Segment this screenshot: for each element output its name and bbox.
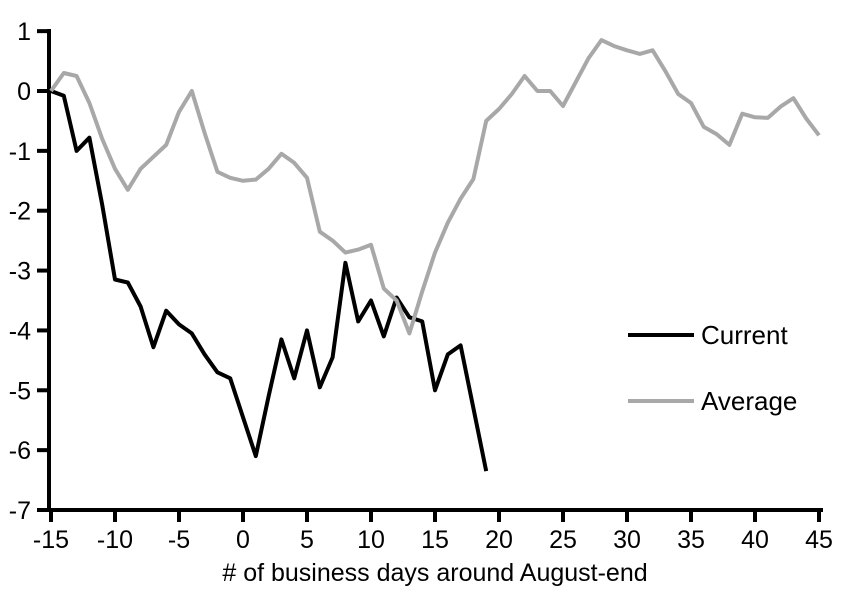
legend-item-average: Average bbox=[628, 386, 797, 416]
x-tick-label: 35 bbox=[677, 526, 705, 554]
x-tick-label: 10 bbox=[357, 526, 385, 554]
legend-item-current: Current bbox=[628, 320, 788, 350]
y-tick-label: 0 bbox=[17, 78, 31, 106]
y-tick-label: -6 bbox=[9, 437, 31, 465]
x-tick-label: 30 bbox=[613, 526, 641, 554]
x-tick-label: 15 bbox=[421, 526, 449, 554]
y-tick-label: -4 bbox=[9, 317, 31, 345]
x-tick-label: 0 bbox=[236, 526, 250, 554]
y-tick-label: -2 bbox=[9, 198, 31, 226]
legend: Current Average bbox=[628, 320, 797, 416]
y-tick-label: -3 bbox=[9, 258, 31, 286]
x-axis-ticks: -15 -10 -5 0 5 10 15 20 25 30 35 40 45 bbox=[33, 510, 833, 554]
series-lines bbox=[49, 38, 821, 472]
legend-label-average: Average bbox=[701, 386, 797, 416]
x-tick-label: 20 bbox=[485, 526, 513, 554]
x-tick-label: 25 bbox=[549, 526, 577, 554]
series-line-current bbox=[50, 89, 489, 472]
legend-label-current: Current bbox=[701, 320, 788, 350]
x-tick-label: -10 bbox=[97, 526, 133, 554]
x-tick-label: -5 bbox=[168, 526, 190, 554]
x-axis-title: # of business days around August-end bbox=[222, 559, 647, 587]
y-tick-label: -7 bbox=[9, 497, 31, 525]
series-line-average bbox=[49, 38, 821, 336]
x-tick-label: 40 bbox=[741, 526, 769, 554]
y-axis-ticks: 1 0 -1 -2 -3 -4 -5 -6 -7 bbox=[9, 18, 51, 525]
x-tick-label: 45 bbox=[805, 526, 833, 554]
y-tick-label: 1 bbox=[17, 18, 31, 46]
x-tick-label: -15 bbox=[33, 526, 69, 554]
y-tick-label: -1 bbox=[9, 138, 31, 166]
y-tick-label: -5 bbox=[9, 377, 31, 405]
x-tick-label: 5 bbox=[300, 526, 314, 554]
